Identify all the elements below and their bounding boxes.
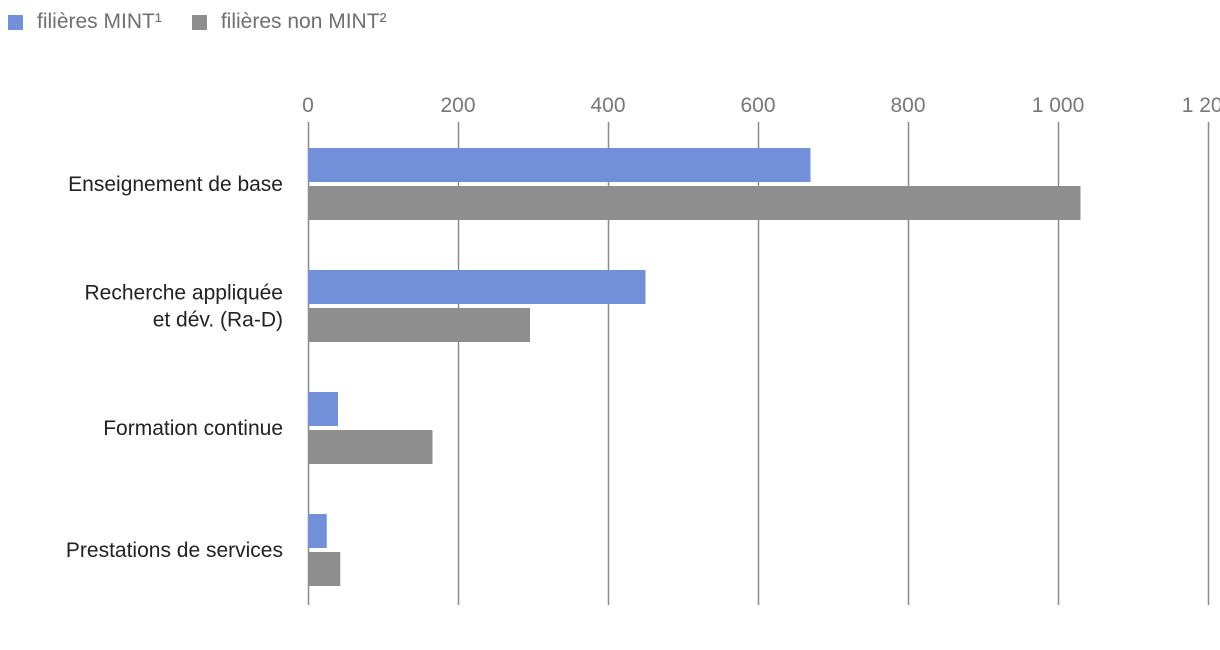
category-label: Enseignement de base bbox=[68, 173, 283, 196]
legend-item-non-mint: filières non MINT² bbox=[191, 10, 387, 34]
bar bbox=[308, 308, 530, 342]
legend-swatch-mint bbox=[8, 14, 23, 30]
bar bbox=[308, 392, 338, 426]
x-tick-label: 600 bbox=[740, 94, 775, 117]
legend-swatch-non-mint bbox=[191, 14, 207, 30]
bar bbox=[308, 514, 327, 548]
legend-label-mint: filières MINT¹ bbox=[37, 10, 162, 33]
x-tick-label: 200 bbox=[440, 94, 475, 117]
bar bbox=[308, 186, 1081, 220]
legend-item-mint: filières MINT¹ bbox=[8, 10, 162, 34]
x-tick-label: 1 200 bbox=[1182, 94, 1220, 117]
x-tick-label: 400 bbox=[590, 94, 625, 117]
bar bbox=[308, 270, 646, 304]
category-label: Prestations de services bbox=[66, 539, 283, 562]
x-tick-label: 0 bbox=[302, 94, 314, 117]
bar bbox=[308, 430, 433, 464]
category-label: Recherche appliquée bbox=[85, 282, 283, 305]
bar bbox=[308, 552, 341, 586]
x-tick-label: 1 000 bbox=[1032, 94, 1085, 117]
bar bbox=[308, 148, 811, 182]
legend-label-non-mint: filières non MINT² bbox=[220, 10, 387, 33]
legend: filières MINT¹ filières non MINT² bbox=[8, 10, 417, 34]
x-tick-label: 800 bbox=[890, 94, 925, 117]
category-label: Formation continue bbox=[103, 417, 283, 440]
category-label: et dév. (Ra-D) bbox=[153, 309, 283, 332]
